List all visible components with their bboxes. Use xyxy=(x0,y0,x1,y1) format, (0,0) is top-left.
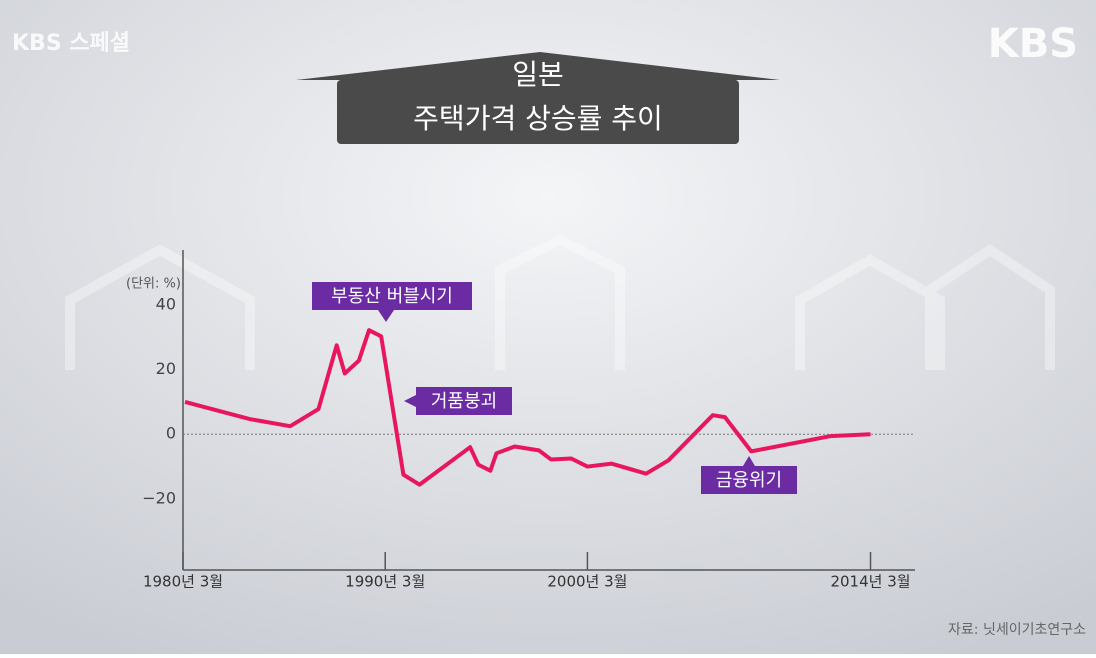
y-tick-label: 20 xyxy=(156,359,176,378)
x-tick-label: 1990년 3월 xyxy=(345,573,425,591)
y-tick-label: 40 xyxy=(156,294,176,313)
unit-label: (단위: %) xyxy=(126,277,181,292)
annotation: 부동산 버블시기 xyxy=(331,286,453,307)
annotation-pointer xyxy=(378,310,394,322)
y-tick-label: −20 xyxy=(142,488,176,507)
chart-title: 일본 xyxy=(512,58,564,91)
x-tick-label: 1980년 3월 xyxy=(143,573,223,591)
x-tick-label: 2000년 3월 xyxy=(547,573,627,591)
chart-subtitle: 주택가격 상승률 추이 xyxy=(413,102,663,135)
source: 자료: 닛세이기초연구소 xyxy=(948,622,1086,638)
banner xyxy=(337,80,739,144)
network-logo: KBS xyxy=(988,21,1078,67)
banner-roof xyxy=(296,52,780,80)
program-logo: KBS 스페셜 xyxy=(12,31,130,56)
house-silhouettes xyxy=(65,234,1055,370)
x-tick-label: 2014년 3월 xyxy=(830,573,910,591)
annotation: 금융위기 xyxy=(716,470,782,491)
annotation-box xyxy=(312,282,472,310)
annotation-box xyxy=(701,466,797,494)
annotation-pointer xyxy=(743,456,755,466)
annotation: 거품붕괴 xyxy=(431,391,497,412)
y-tick-label: 0 xyxy=(166,424,176,443)
line xyxy=(184,328,871,487)
annotation-box xyxy=(416,387,512,415)
annotation-pointer xyxy=(404,395,416,407)
